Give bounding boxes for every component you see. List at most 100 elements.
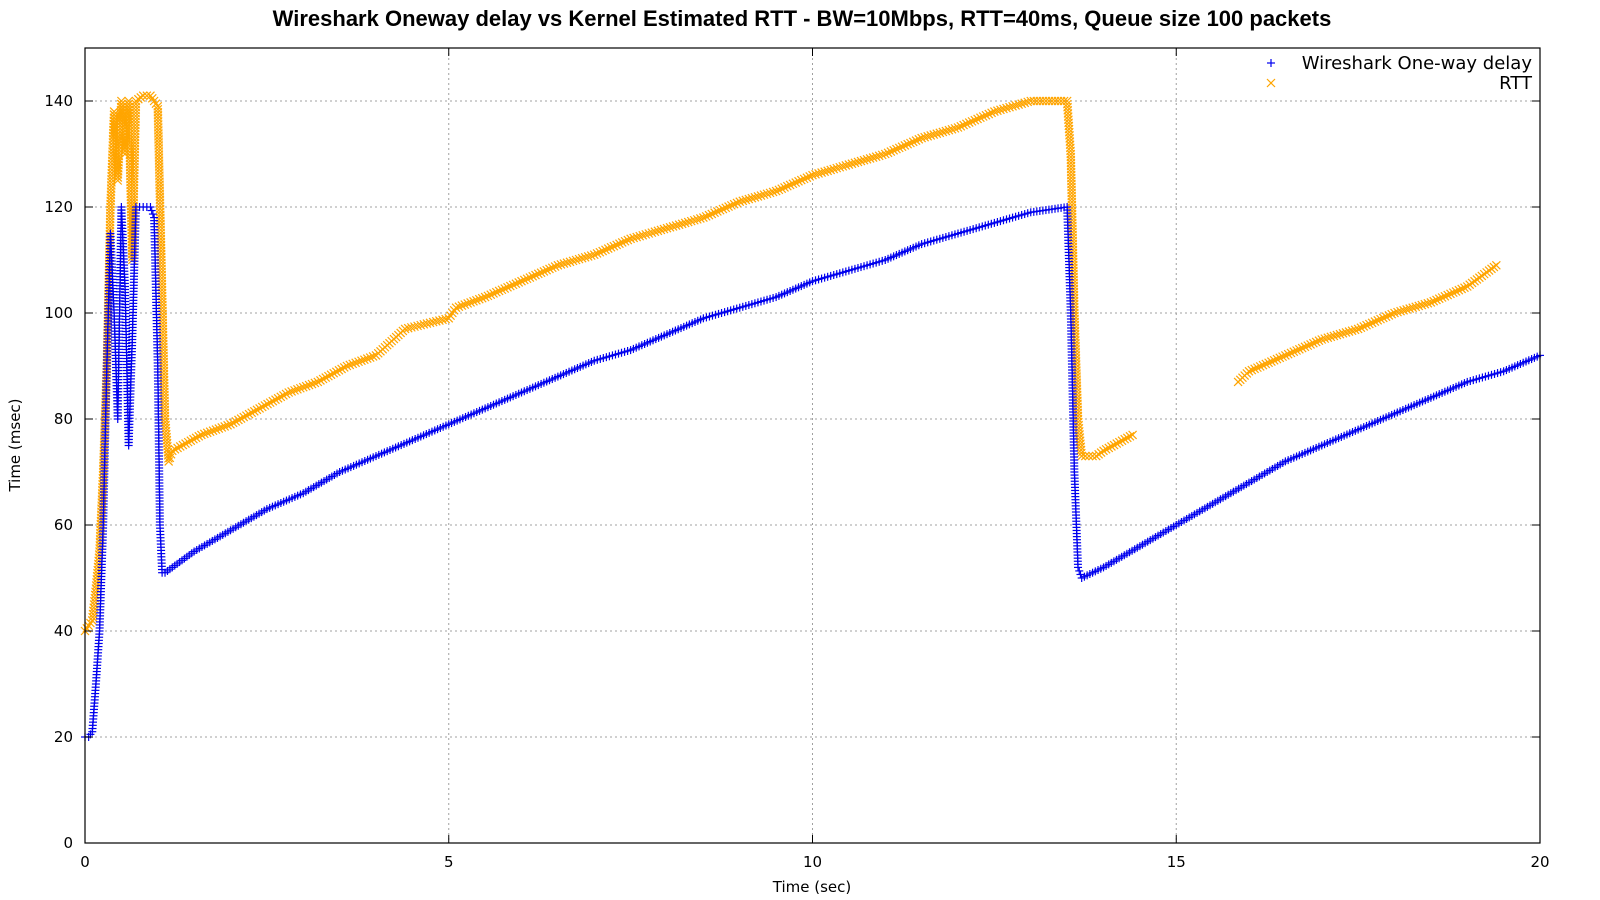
data-point-trail: [850, 158, 860, 168]
data-point-trail: [586, 251, 596, 261]
data-point-trail: [307, 379, 317, 389]
data-point-trail: [623, 235, 633, 245]
y-tick-label: 120: [44, 198, 73, 216]
data-point-trail: [964, 118, 974, 128]
data-point: [662, 223, 672, 233]
data-point-trail: [1414, 301, 1424, 311]
data-point-trail: [753, 191, 763, 201]
x-tick-label: 20: [1530, 853, 1549, 871]
data-point-trail: [471, 295, 481, 305]
data-point-trail: [841, 161, 851, 170]
data-point-trail: [1289, 347, 1299, 357]
data-point-trail: [354, 357, 363, 367]
legend-label-oneway: Wireshark One-way delay: [1302, 53, 1533, 74]
data-point-trail: [744, 194, 754, 204]
data-point-trail: [715, 205, 725, 215]
data-point-trail: [1350, 325, 1360, 335]
data-point-trail: [762, 189, 772, 199]
data-point-trail: [629, 233, 639, 243]
data-point-trail: [528, 271, 538, 281]
data-point-trail: [820, 167, 830, 177]
data-point-trail: [525, 273, 535, 282]
data-point-trail: [1326, 332, 1336, 342]
data-point-trail: [503, 282, 512, 292]
data-point-trail: [362, 354, 372, 364]
data-point-trail: [1399, 305, 1409, 315]
data-point-trail: [337, 364, 347, 374]
data-point: [1077, 451, 1087, 461]
data-point-trail: [644, 229, 654, 238]
data-point-trail: [273, 393, 283, 403]
data-point-trail: [547, 263, 557, 273]
data-point-trail: [281, 389, 291, 399]
y-tick-label: 80: [54, 410, 73, 428]
data-point-trail: [173, 443, 183, 453]
data-point-trail: [847, 159, 857, 169]
data-point-trail: [583, 252, 593, 261]
data-point-trail: [542, 265, 552, 275]
data-point-trail: [692, 214, 702, 224]
data-point-trail: [1440, 291, 1450, 301]
data-point-trail: [1420, 299, 1430, 309]
data-point-trail: [1017, 99, 1027, 109]
y-tick-label: 20: [54, 728, 73, 746]
x-tick-label: 0: [80, 853, 90, 871]
data-point-trail: [759, 190, 769, 200]
data-point-trail: [641, 229, 651, 239]
data-point-trail: [1376, 314, 1385, 324]
data-point-trail: [186, 436, 196, 446]
data-point-trail: [1112, 439, 1122, 448]
data-point-trail: [732, 198, 742, 208]
data-point-trail: [826, 165, 836, 175]
data-point-trail: [189, 434, 198, 444]
data-point-trail: [494, 286, 504, 296]
data-point-trail: [205, 427, 215, 437]
data-point: [626, 234, 636, 244]
data-point: [1074, 563, 1083, 572]
y-axis-label: Time (msec): [6, 398, 24, 492]
data-point-trail: [1272, 354, 1282, 364]
data-point-trail: [1320, 334, 1330, 344]
data-point-trail: [194, 431, 204, 441]
data-point-trail: [677, 219, 687, 229]
data-point-trail: [298, 382, 308, 392]
legend-item-rtt: RTT: [1499, 73, 1533, 94]
data-point-trail: [559, 259, 569, 268]
data-point-trail: [260, 401, 270, 410]
data-point-trail: [788, 179, 798, 189]
data-point-trail: [345, 360, 355, 370]
data-point-trail: [1381, 312, 1391, 322]
data-point-trail: [729, 199, 739, 209]
data-point-trail: [295, 383, 305, 393]
data-point-trail: [701, 211, 711, 221]
data-point: [480, 292, 490, 302]
data-point-trail: [147, 206, 156, 215]
data-point-trail: [1373, 315, 1383, 325]
data-point-trail: [601, 245, 610, 255]
data-point-trail: [505, 281, 515, 291]
data-point-trail: [531, 270, 540, 280]
data-point-trail: [665, 222, 675, 232]
data-point-trail: [1370, 317, 1380, 326]
data-point-trail: [1457, 284, 1467, 294]
data-point-trail: [1411, 302, 1421, 312]
data-point-trail: [914, 134, 924, 144]
data-point-trail: [941, 126, 951, 136]
data-point-trail: [486, 290, 496, 300]
data-point-trail: [996, 105, 1005, 115]
data-point: [1317, 335, 1327, 344]
axis-ticks: 0 5 10 15 20 0 20 40 60 80 100 120 140: [44, 48, 1550, 871]
data-point-trail: [680, 218, 690, 228]
data-point-trail: [832, 163, 842, 173]
legend-marker-rtt: [1266, 78, 1276, 88]
data-point-trail: [368, 352, 378, 361]
data-point-trail: [178, 440, 188, 450]
legend-label-rtt: RTT: [1499, 73, 1533, 94]
data-point-trail: [710, 208, 719, 218]
data-point-trail: [351, 358, 361, 368]
data-point-trail: [889, 145, 899, 155]
data-point-trail: [606, 242, 616, 252]
data-point-trail: [774, 185, 784, 195]
series-oneway-delay: [81, 203, 1544, 741]
data-point-trail: [805, 171, 815, 181]
